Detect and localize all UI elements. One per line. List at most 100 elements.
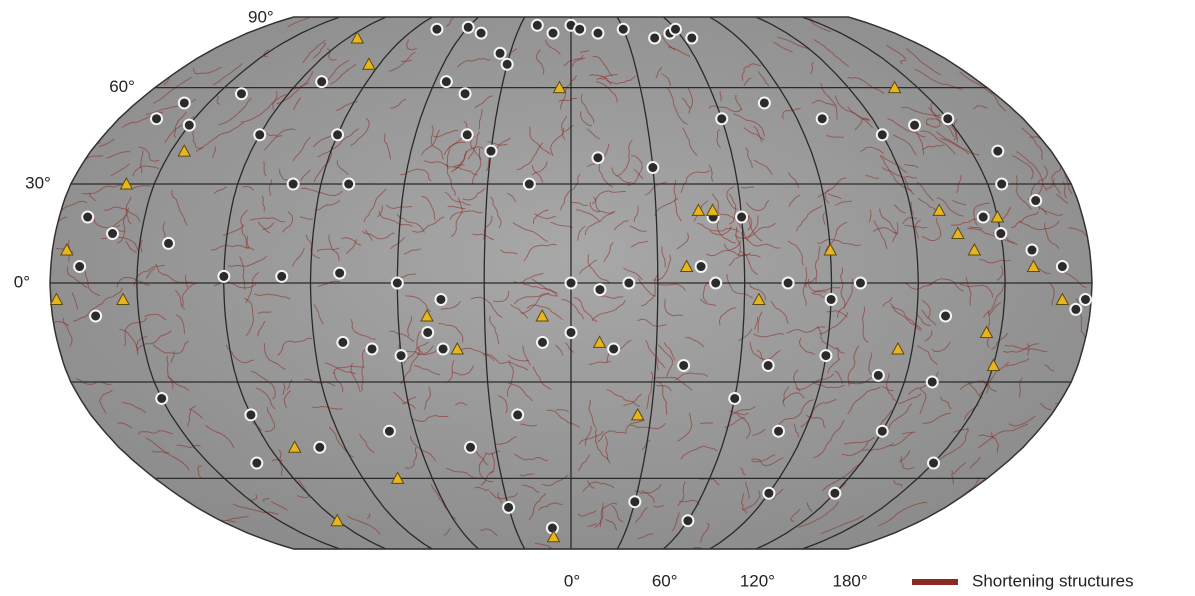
lat-label: 60° xyxy=(109,77,135,96)
crater-point xyxy=(107,228,118,239)
crater-point xyxy=(343,179,354,190)
crater-point xyxy=(909,120,920,131)
crater-point xyxy=(276,271,287,282)
crater-point xyxy=(435,294,446,305)
crater-point xyxy=(992,146,1003,157)
crater-point xyxy=(623,278,634,289)
crater-point xyxy=(524,179,535,190)
crater-point xyxy=(82,212,93,223)
crater-point xyxy=(647,162,658,173)
crater-point xyxy=(334,268,345,279)
crater-point xyxy=(465,442,476,453)
crater-point xyxy=(1070,304,1081,315)
crater-point xyxy=(245,409,256,420)
crater-point xyxy=(254,129,265,140)
crater-point xyxy=(829,488,840,499)
crater-point xyxy=(462,129,473,140)
crater-point xyxy=(942,113,953,124)
crater-point xyxy=(682,515,693,526)
crater-point xyxy=(184,120,195,131)
crater-point xyxy=(855,278,866,289)
crater-point xyxy=(978,212,989,223)
crater-point xyxy=(594,284,605,295)
crater-point xyxy=(629,496,640,507)
crater-point xyxy=(314,442,325,453)
crater-point xyxy=(431,24,442,35)
crater-point xyxy=(928,458,939,469)
crater-point xyxy=(773,426,784,437)
crater-point xyxy=(236,88,247,99)
crater-point xyxy=(476,28,487,39)
crater-point xyxy=(422,327,433,338)
crater-point xyxy=(1030,195,1041,206)
crater-point xyxy=(820,350,831,361)
lon-label: 180° xyxy=(833,571,868,590)
crater-point xyxy=(438,343,449,354)
crater-point xyxy=(566,327,577,338)
crater-point xyxy=(532,20,543,31)
crater-point xyxy=(1026,245,1037,256)
crater-point xyxy=(547,523,558,534)
crater-point xyxy=(485,146,496,157)
lon-label: 60° xyxy=(652,571,678,590)
crater-point xyxy=(763,360,774,371)
crater-point xyxy=(384,426,395,437)
crater-point xyxy=(759,97,770,108)
crater-point xyxy=(441,76,452,87)
crater-point xyxy=(90,310,101,321)
crater-point xyxy=(817,113,828,124)
crater-point xyxy=(826,294,837,305)
map: 90° 60° 30° 0° 0° 60° 120° 180° Shortening stru… xyxy=(0,0,1195,596)
crater-point xyxy=(783,278,794,289)
crater-point xyxy=(151,113,162,124)
lat-label: 30° xyxy=(25,174,51,193)
crater-point xyxy=(218,271,229,282)
crater-point xyxy=(729,393,740,404)
lon-label: 120° xyxy=(740,571,775,590)
crater-point xyxy=(332,129,343,140)
crater-point xyxy=(316,76,327,87)
crater-point xyxy=(512,409,523,420)
crater-point xyxy=(686,32,697,43)
crater-point xyxy=(592,28,603,39)
crater-point xyxy=(710,278,721,289)
lon-label: 0° xyxy=(564,571,580,590)
crater-point xyxy=(873,370,884,381)
crater-point xyxy=(251,458,262,469)
crater-point xyxy=(574,24,585,35)
crater-point xyxy=(495,48,506,59)
crater-point xyxy=(877,129,888,140)
crater-point xyxy=(736,212,747,223)
crater-point xyxy=(670,24,681,35)
crater-point xyxy=(337,337,348,348)
crater-point xyxy=(678,360,689,371)
lat-label: 90° xyxy=(248,7,274,26)
crater-point xyxy=(179,97,190,108)
crater-point xyxy=(618,24,629,35)
crater-point xyxy=(927,376,938,387)
legend-label: Shortening structures xyxy=(972,571,1134,590)
crater-point xyxy=(548,28,559,39)
crater-point xyxy=(74,261,85,272)
lat-label: 0° xyxy=(14,272,30,291)
crater-point xyxy=(503,502,514,513)
crater-point xyxy=(537,337,548,348)
crater-point xyxy=(288,179,299,190)
crater-point xyxy=(566,278,577,289)
crater-point xyxy=(940,310,951,321)
crater-point xyxy=(156,393,167,404)
crater-point xyxy=(608,343,619,354)
crater-point xyxy=(366,343,377,354)
crater-point xyxy=(163,238,174,249)
crater-point xyxy=(995,228,1006,239)
crater-point xyxy=(1080,294,1091,305)
crater-point xyxy=(502,59,513,70)
crater-point xyxy=(392,278,403,289)
crater-point xyxy=(877,426,888,437)
crater-point xyxy=(696,261,707,272)
crater-point xyxy=(396,350,407,361)
crater-point xyxy=(996,179,1007,190)
crater-point xyxy=(649,32,660,43)
crater-point xyxy=(716,113,727,124)
crater-point xyxy=(763,488,774,499)
